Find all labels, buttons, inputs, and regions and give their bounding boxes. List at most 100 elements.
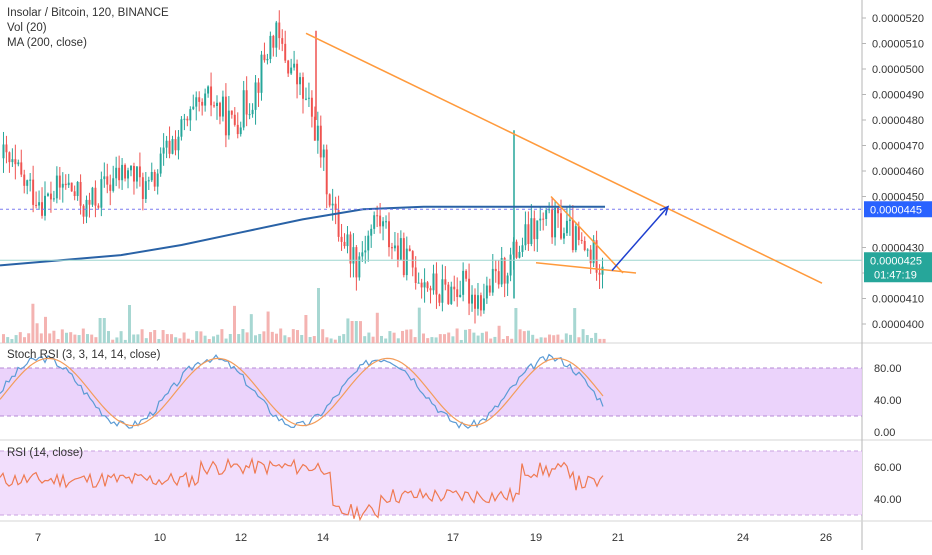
candle-body [115,167,118,179]
volume-bar [107,331,110,343]
candle-body [456,289,459,297]
candle-body [583,240,586,250]
price-tick-label: 0.0000430 [872,243,924,255]
volume-bar [195,331,199,343]
candle-body [328,194,331,206]
candle-body [521,245,524,252]
candle-body [373,215,376,229]
candle-body [70,182,73,192]
volume-bar [136,334,140,343]
volume-bar [178,338,182,343]
candle-body [233,114,236,125]
candle-body [429,288,432,291]
volume-bar [325,337,329,343]
candle-body [269,35,272,59]
candle-body [174,139,177,151]
candle-body [577,226,580,240]
volume-bar [375,312,379,343]
candle-body [539,218,542,221]
candle-body [29,179,32,181]
rsi-tick-label: 60.00 [874,462,902,474]
candle-body [382,221,385,227]
volume-bar [186,338,190,343]
volume-bar [258,333,262,343]
candle-body [213,105,216,107]
volume-bar [44,316,47,343]
volume-bar [27,333,31,343]
volume-bar [577,337,581,343]
candle-body [17,162,20,165]
candle-body [370,228,373,236]
candle-body [189,109,192,121]
price-tick-label: 0.0000510 [872,39,924,51]
candle-body [61,183,64,188]
candle-body [426,282,429,289]
candle-body [218,102,221,117]
candle-body [554,207,557,238]
candle-body [195,97,198,107]
candle-body [94,187,97,206]
volume-bar [392,332,396,343]
volume-bar [388,331,392,343]
candle-body [38,202,41,206]
candle-body [515,241,518,258]
volume-bar [405,329,409,343]
candle-body [124,164,127,179]
candle-body [20,162,23,175]
candle-body [459,294,462,297]
volume-bar [18,332,22,343]
candle-body [503,258,506,284]
volume-bar [216,334,220,343]
volume-bar [312,336,316,343]
candle-body [91,187,94,205]
candle-body [500,258,503,285]
candle-body [376,215,379,217]
candle-body [278,22,281,39]
candle-body [58,175,61,188]
volume-bar [384,338,388,343]
symbol-title: Insolar / Bitcoin, 120, BINANCE [7,7,169,19]
candle-body [121,164,124,181]
candle-body [545,210,548,219]
candle-body [530,218,533,245]
candle-body [171,139,174,154]
candle-body [85,199,88,217]
candle-body [302,77,304,99]
candle-body [509,254,512,276]
candle-body [257,82,260,93]
volume-bar [149,332,152,343]
candle-body [497,271,500,285]
volume-bar [262,331,266,343]
candle-body [411,251,414,268]
volume-bar [119,331,123,343]
volume-bar [308,336,312,343]
candle-body [417,282,420,284]
volume-bar [401,330,404,343]
volume-bar [396,338,400,343]
volume-bar [451,336,455,343]
volume-bar [174,337,178,343]
volume-bar [90,334,94,343]
candle-body [468,278,471,304]
candle-body [88,199,91,205]
candle-body [388,221,390,248]
volume-bar [354,321,358,343]
candle-body [192,106,195,110]
rsi-band [0,451,862,515]
candle-body [100,179,103,208]
candle-body [474,294,476,309]
level-price-label: 0.0000445 [870,204,922,216]
price-tick-label: 0.0000450 [872,192,924,204]
volume-bar [296,330,299,343]
candle-body [204,93,207,106]
candle-body [580,239,583,241]
candle-body [216,102,218,107]
last-price-tag [864,252,932,283]
candle-body [281,38,284,44]
candle-body [153,172,156,187]
projection-arrow-head [659,205,670,216]
volume-bar [438,334,442,343]
candle-body [438,294,441,303]
